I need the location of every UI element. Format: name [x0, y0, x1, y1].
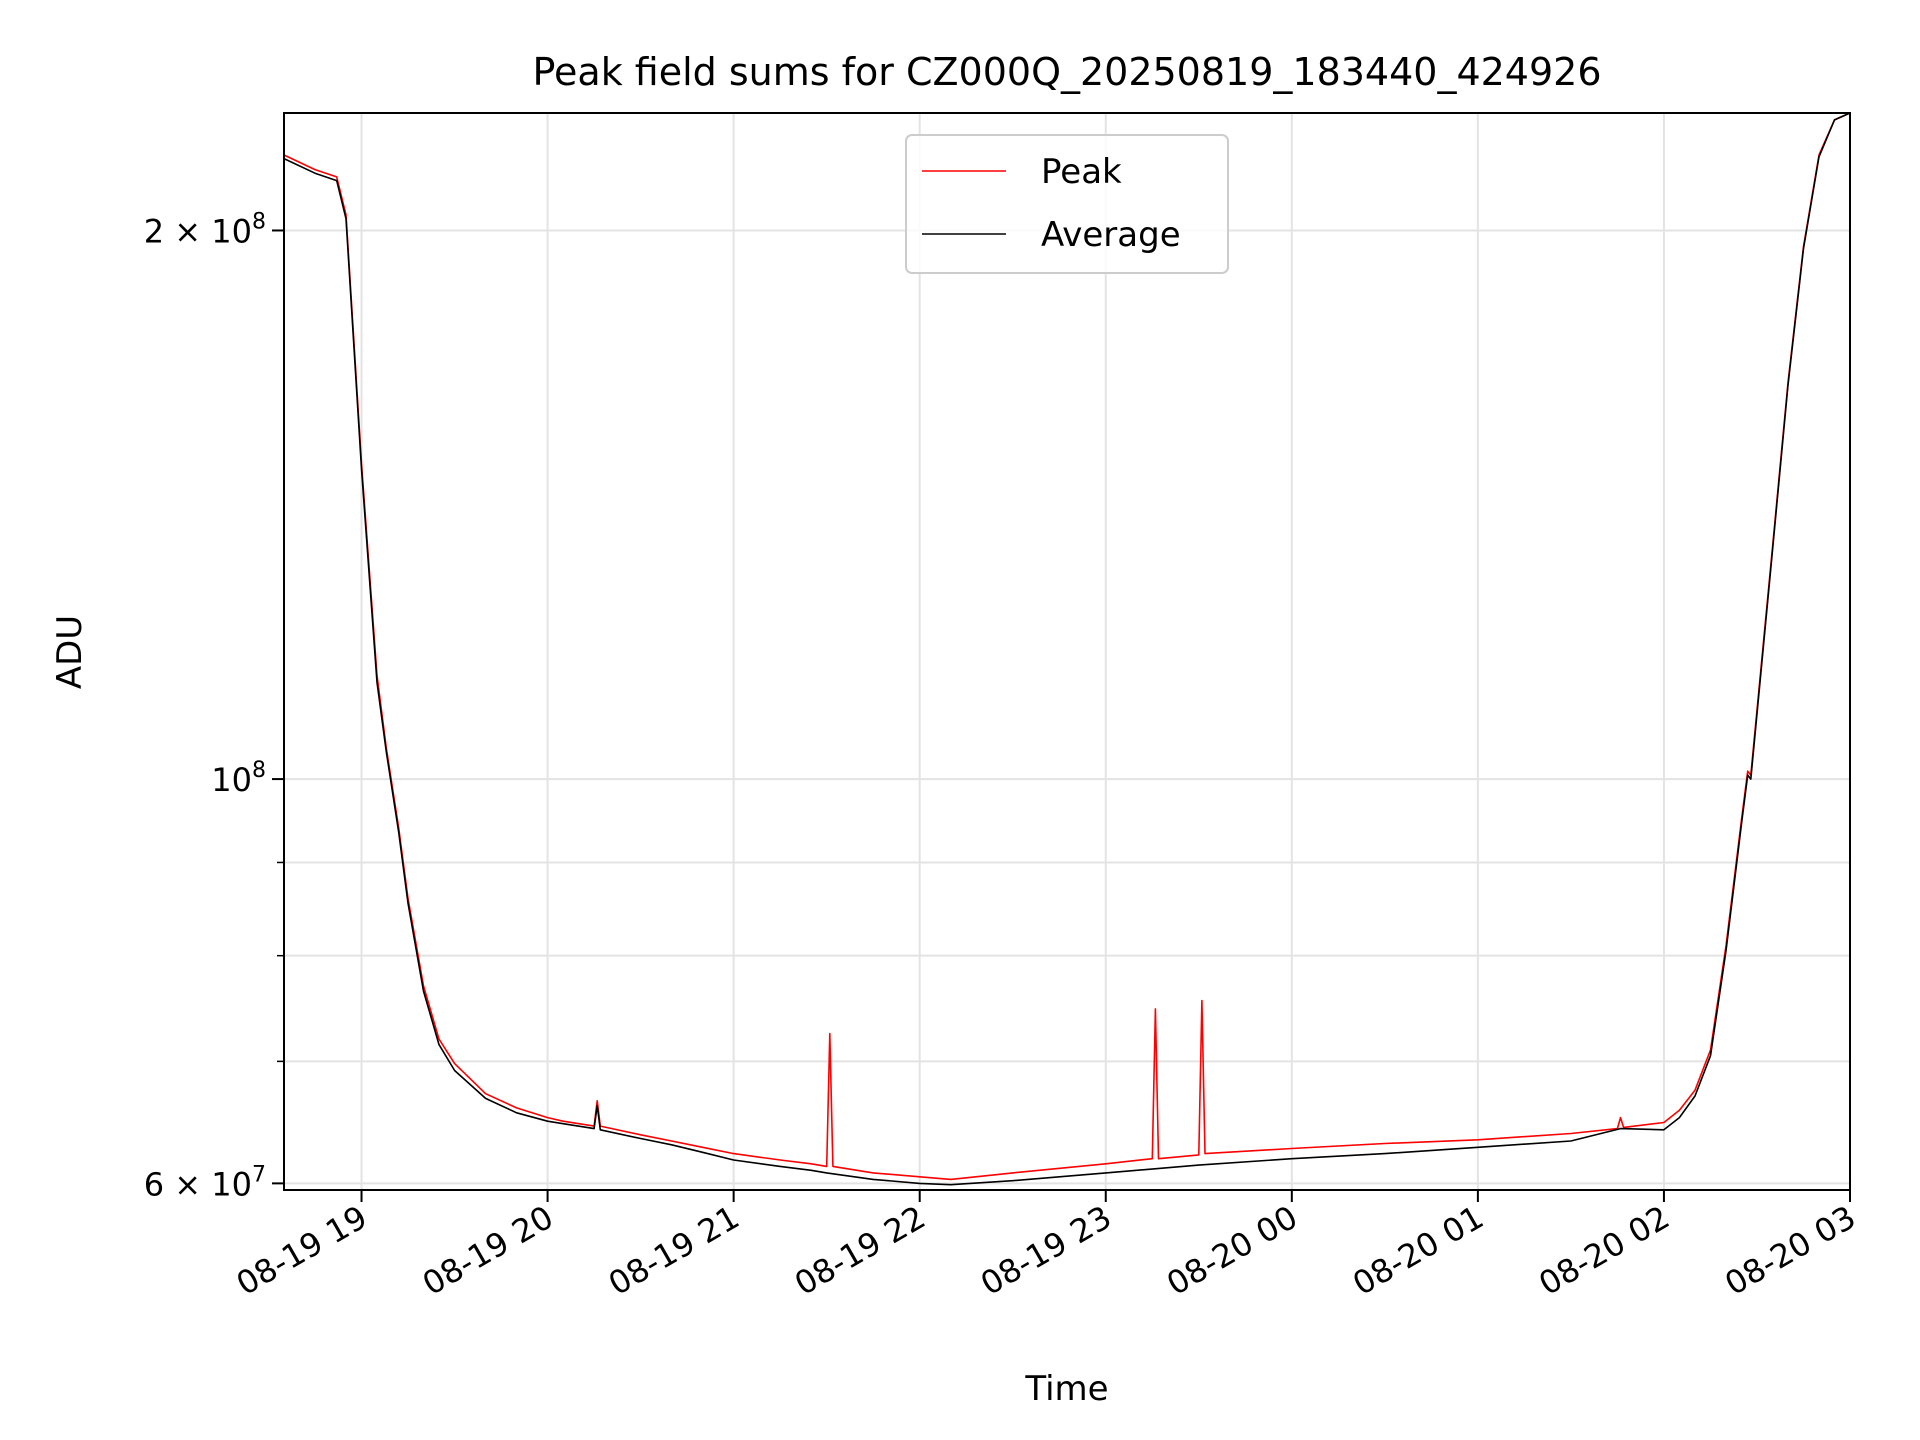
y-tick-label: 2 × 108 — [144, 209, 266, 250]
y-tick-label: 6 × 107 — [144, 1162, 266, 1203]
series-line-average — [283, 112, 1851, 1186]
y-tick-label-exponent: 8 — [252, 758, 266, 783]
legend-box — [905, 134, 1229, 274]
y-tick-label-exponent: 8 — [252, 209, 266, 234]
y-tick-label-exponent: 7 — [252, 1162, 266, 1187]
y-axis-label: ADU — [50, 615, 90, 689]
y-tick-label-base: 10 — [211, 761, 252, 799]
plot-frame — [283, 112, 1851, 1191]
y-tick-label-base: 2 × 10 — [144, 212, 252, 250]
series-line-peak — [283, 112, 1851, 1181]
y-tick-label-base: 6 × 10 — [144, 1165, 252, 1203]
legend-label-peak: Peak — [1041, 152, 1122, 192]
y-tick-label: 108 — [211, 758, 266, 799]
chart-title: Peak field sums for CZ000Q_20250819_1834… — [532, 50, 1601, 94]
legend-label-average: Average — [1041, 215, 1181, 255]
plot-lines — [283, 112, 1851, 1186]
x-axis-label: Time — [1024, 1369, 1108, 1409]
legend: Peak Average — [905, 134, 1229, 274]
